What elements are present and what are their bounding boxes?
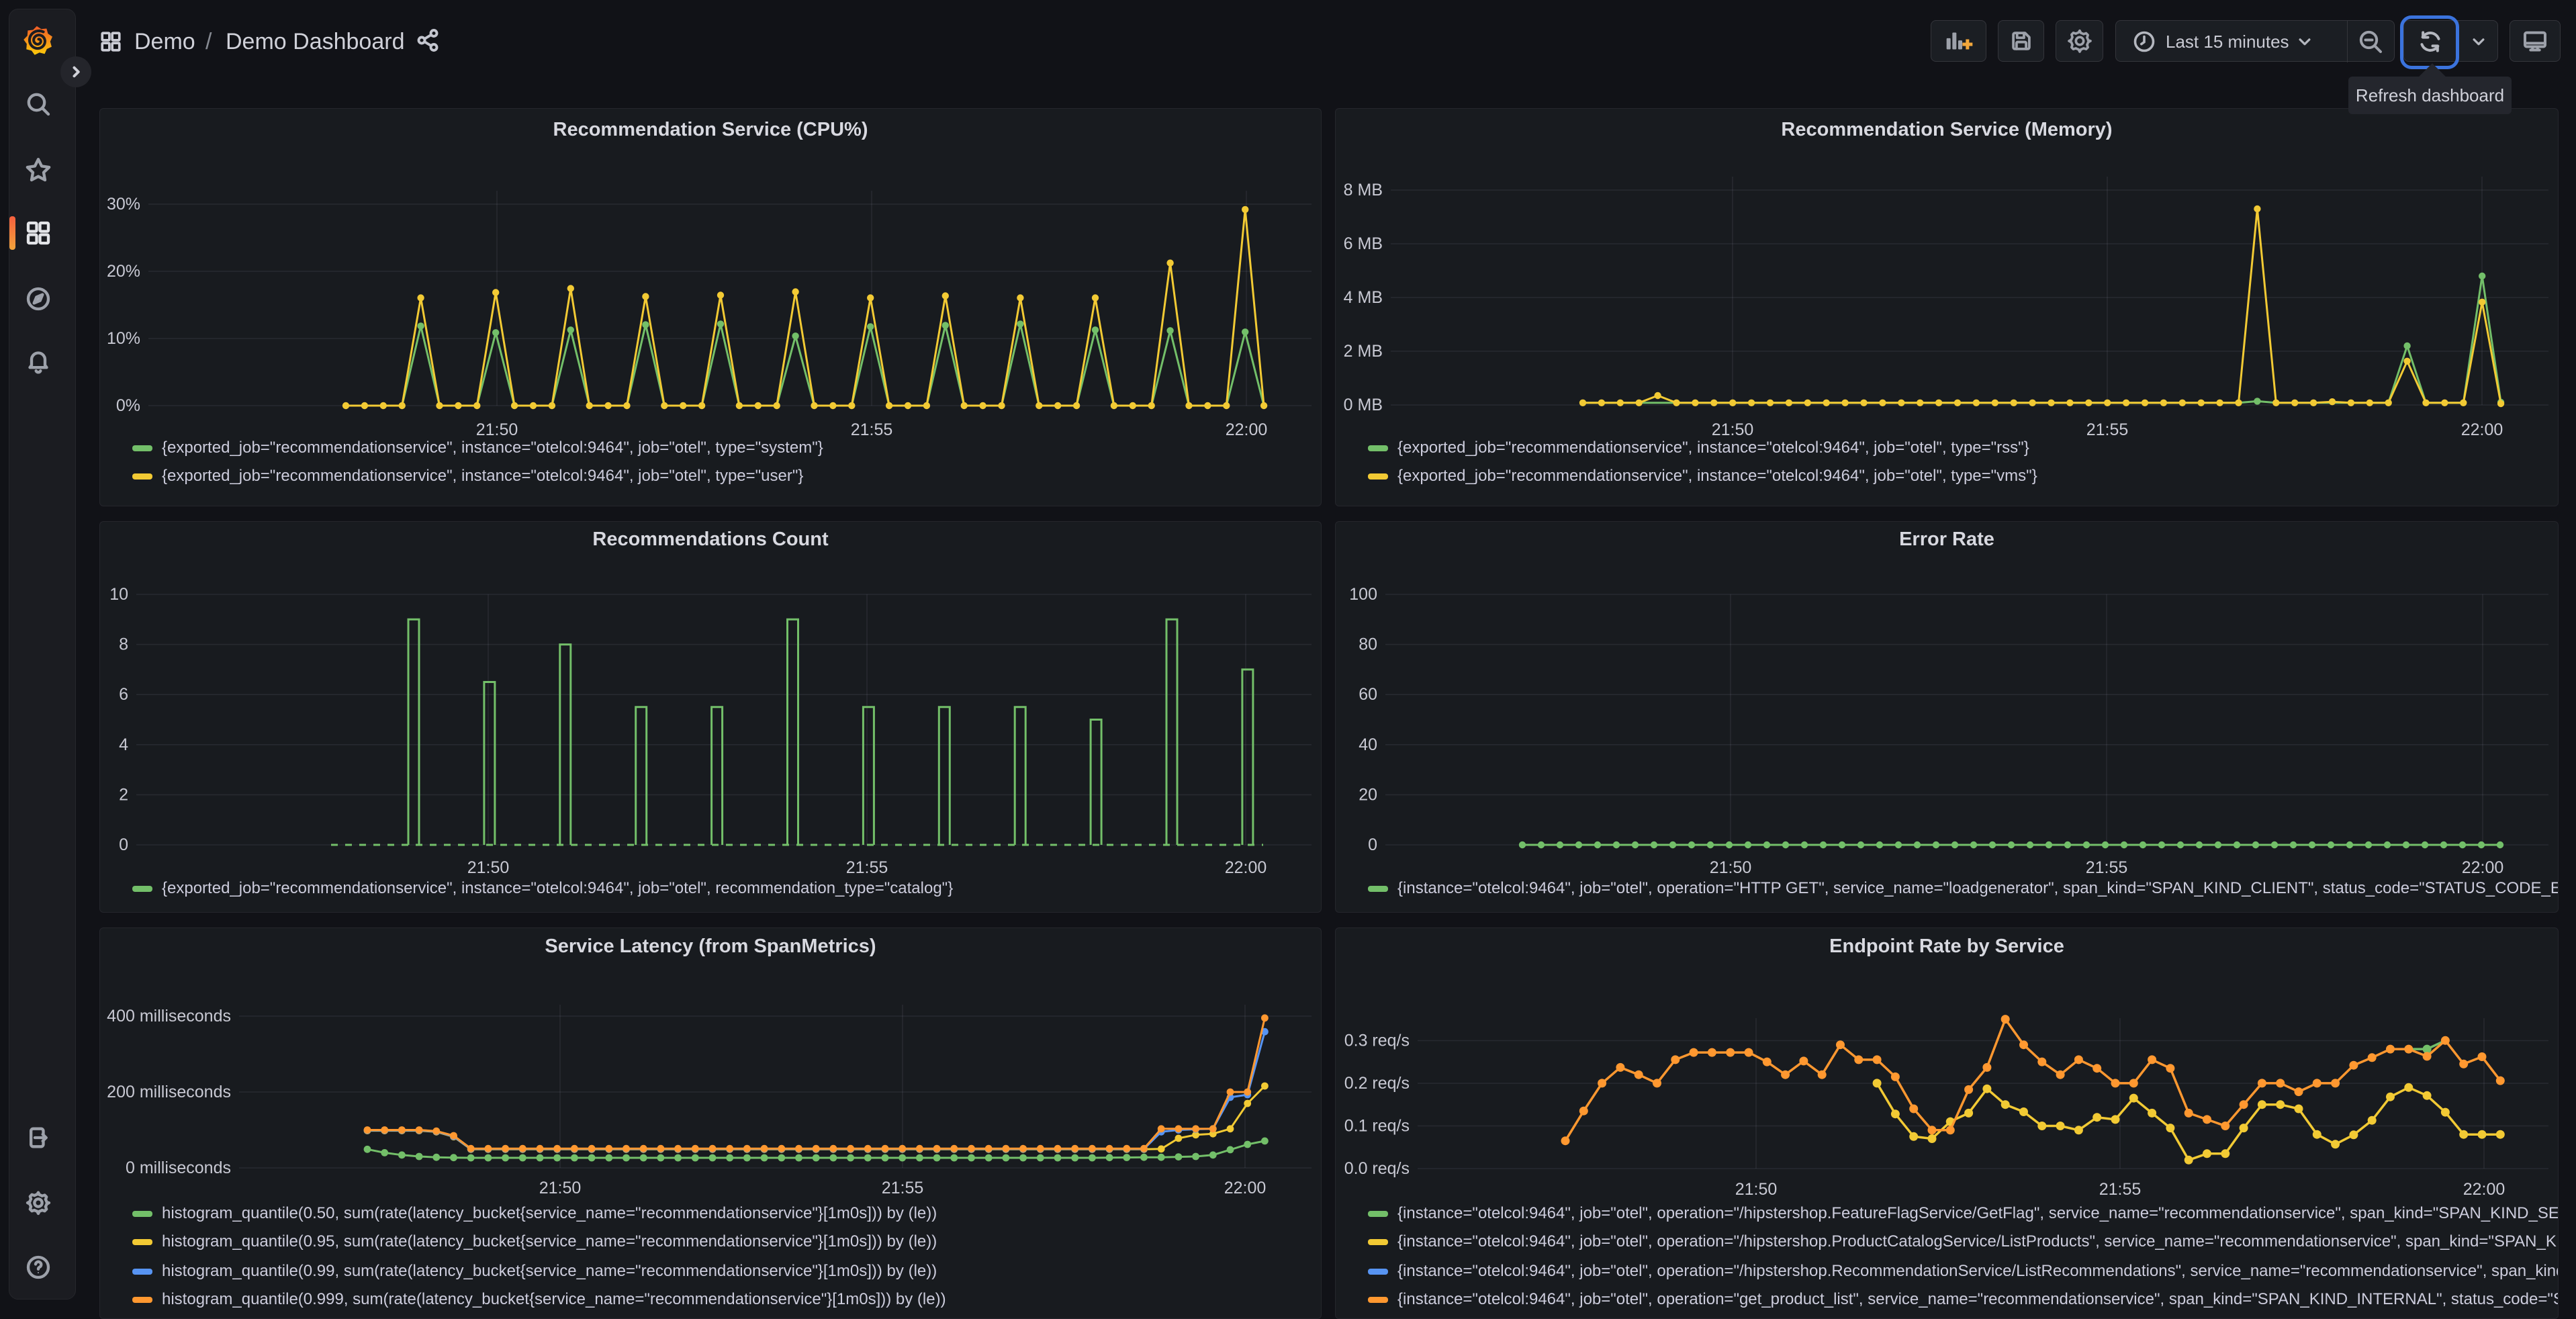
svg-text:22:00: 22:00	[1226, 420, 1268, 439]
svg-text:22:00: 22:00	[2463, 1180, 2505, 1199]
svg-text:30%: 30%	[107, 195, 140, 214]
svg-text:21:55: 21:55	[882, 1179, 924, 1197]
svg-text:8 MB: 8 MB	[1344, 181, 1383, 199]
svg-text:80: 80	[1359, 635, 1377, 654]
svg-text:22:00: 22:00	[1224, 1179, 1267, 1197]
svg-text:100: 100	[1349, 585, 1377, 604]
svg-text:22:00: 22:00	[2461, 420, 2503, 439]
svg-text:0 MB: 0 MB	[1344, 396, 1383, 414]
svg-text:0: 0	[119, 835, 128, 854]
svg-text:21:50: 21:50	[1712, 420, 1754, 439]
svg-text:21:55: 21:55	[851, 420, 893, 439]
svg-text:0%: 0%	[116, 396, 140, 415]
svg-text:21:55: 21:55	[2099, 1180, 2142, 1199]
svg-text:21:50: 21:50	[539, 1179, 582, 1197]
svg-text:4 MB: 4 MB	[1344, 288, 1383, 307]
svg-text:21:50: 21:50	[1735, 1180, 1778, 1199]
svg-text:6: 6	[119, 685, 128, 704]
svg-text:4: 4	[119, 735, 128, 754]
svg-text:10%: 10%	[107, 329, 140, 348]
svg-text:0.3 req/s: 0.3 req/s	[1344, 1032, 1410, 1050]
svg-text:400 milliseconds: 400 milliseconds	[107, 1007, 231, 1026]
svg-text:40: 40	[1359, 735, 1377, 754]
svg-text:200 milliseconds: 200 milliseconds	[107, 1083, 231, 1101]
svg-text:0.1 req/s: 0.1 req/s	[1344, 1117, 1410, 1136]
svg-text:21:50: 21:50	[467, 858, 510, 877]
svg-text:21:55: 21:55	[846, 858, 888, 877]
svg-text:10: 10	[109, 585, 128, 604]
svg-text:2: 2	[119, 785, 128, 804]
svg-text:2 MB: 2 MB	[1344, 342, 1383, 361]
svg-text:21:55: 21:55	[2086, 420, 2129, 439]
svg-text:20: 20	[1359, 785, 1377, 804]
svg-text:21:55: 21:55	[2086, 858, 2128, 877]
svg-text:0.2 req/s: 0.2 req/s	[1344, 1074, 1410, 1093]
svg-text:0: 0	[1368, 835, 1377, 854]
svg-text:0.0 req/s: 0.0 req/s	[1344, 1159, 1410, 1178]
svg-text:0 milliseconds: 0 milliseconds	[126, 1158, 231, 1177]
svg-text:22:00: 22:00	[2462, 858, 2504, 877]
svg-text:22:00: 22:00	[1225, 858, 1267, 877]
svg-text:8: 8	[119, 635, 128, 654]
svg-text:21:50: 21:50	[476, 420, 518, 439]
svg-text:21:50: 21:50	[1710, 858, 1752, 877]
svg-text:6 MB: 6 MB	[1344, 234, 1383, 253]
svg-text:60: 60	[1359, 685, 1377, 704]
svg-text:20%: 20%	[107, 262, 140, 281]
